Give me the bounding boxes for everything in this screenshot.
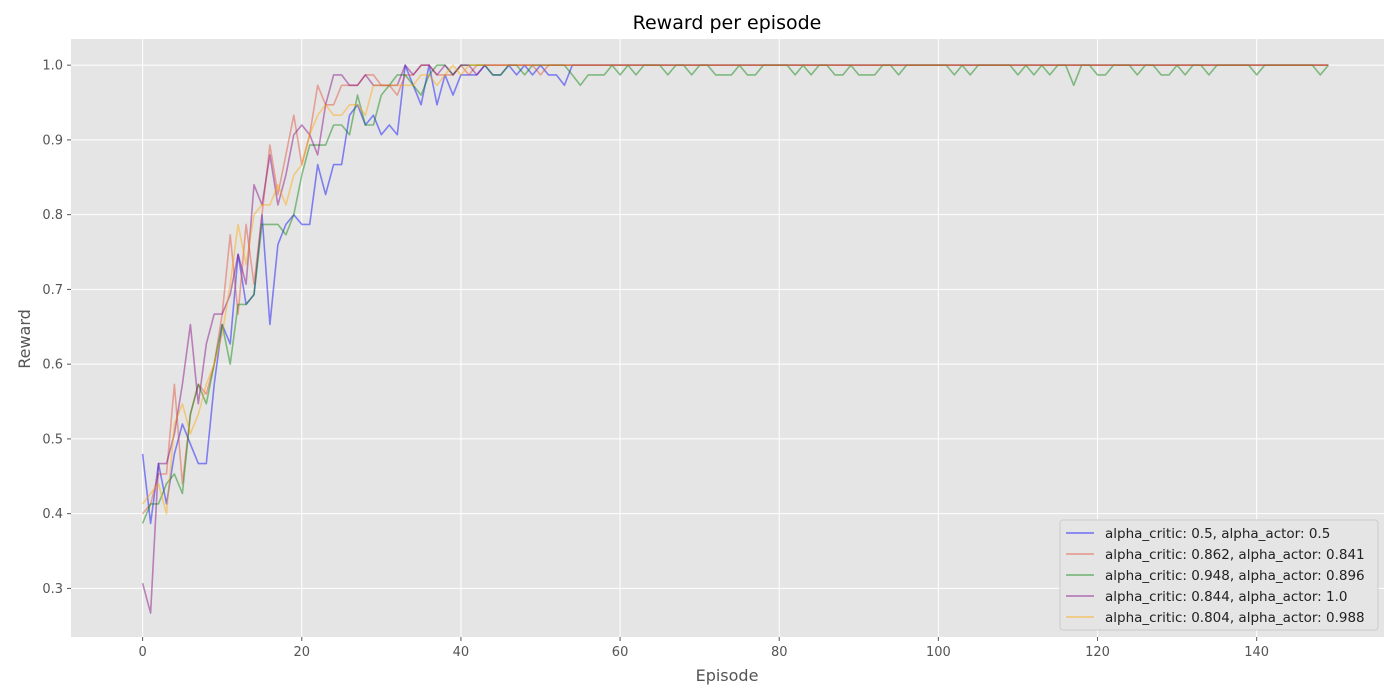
- legend-label-1: alpha_critic: 0.5, alpha_actor: 0.5: [1105, 526, 1330, 542]
- x-axis-label: Episode: [696, 666, 759, 685]
- legend-label-3: alpha_critic: 0.948, alpha_actor: 0.896: [1105, 568, 1365, 584]
- legend: alpha_critic: 0.5, alpha_actor: 0.5 alpha…: [1059, 519, 1379, 631]
- legend-label-4: alpha_critic: 0.844, alpha_actor: 1.0: [1105, 589, 1347, 605]
- series-line-5: [141, 64, 1329, 515]
- y-axis-label: Reward: [15, 309, 34, 369]
- y-tick-label: 0.9: [42, 133, 63, 148]
- y-tick-label: 0.4: [42, 507, 63, 522]
- series-line-2: [141, 64, 1329, 515]
- x-tick-label: 140: [1244, 645, 1269, 660]
- x-tick-label: 60: [612, 645, 629, 660]
- x-tick-label: 100: [926, 645, 951, 660]
- legend-frame: [1059, 519, 1379, 631]
- legend-label-5: alpha_critic: 0.804, alpha_actor: 0.988: [1105, 610, 1365, 626]
- x-tick-label: 20: [293, 645, 310, 660]
- grid-lines: [71, 39, 1384, 637]
- x-tick-label: 120: [1085, 645, 1110, 660]
- series-line-4: [141, 64, 1329, 614]
- y-tick-label: 0.7: [42, 283, 63, 298]
- x-tick-label: 0: [138, 645, 146, 660]
- series-lines: [141, 64, 1329, 614]
- x-tick-label: 80: [771, 645, 788, 660]
- y-tick-label: 0.6: [42, 358, 63, 373]
- y-tick-label: 0.5: [42, 432, 63, 447]
- series-line-3: [141, 64, 1329, 524]
- legend-label-2: alpha_critic: 0.862, alpha_actor: 0.841: [1105, 547, 1365, 563]
- axis-ticks: 0 20 40 60 80 100 120 140 0.3 0.4 0.5 0.6 0.7 0.8 0.9 1…: [42, 59, 1269, 660]
- x-tick-label: 40: [453, 645, 470, 660]
- chart-title: Reward per episode: [633, 12, 822, 34]
- y-tick-label: 1.0: [42, 59, 63, 74]
- y-tick-label: 0.8: [42, 208, 63, 223]
- y-tick-label: 0.3: [42, 582, 63, 597]
- series-line-1: [141, 64, 1329, 525]
